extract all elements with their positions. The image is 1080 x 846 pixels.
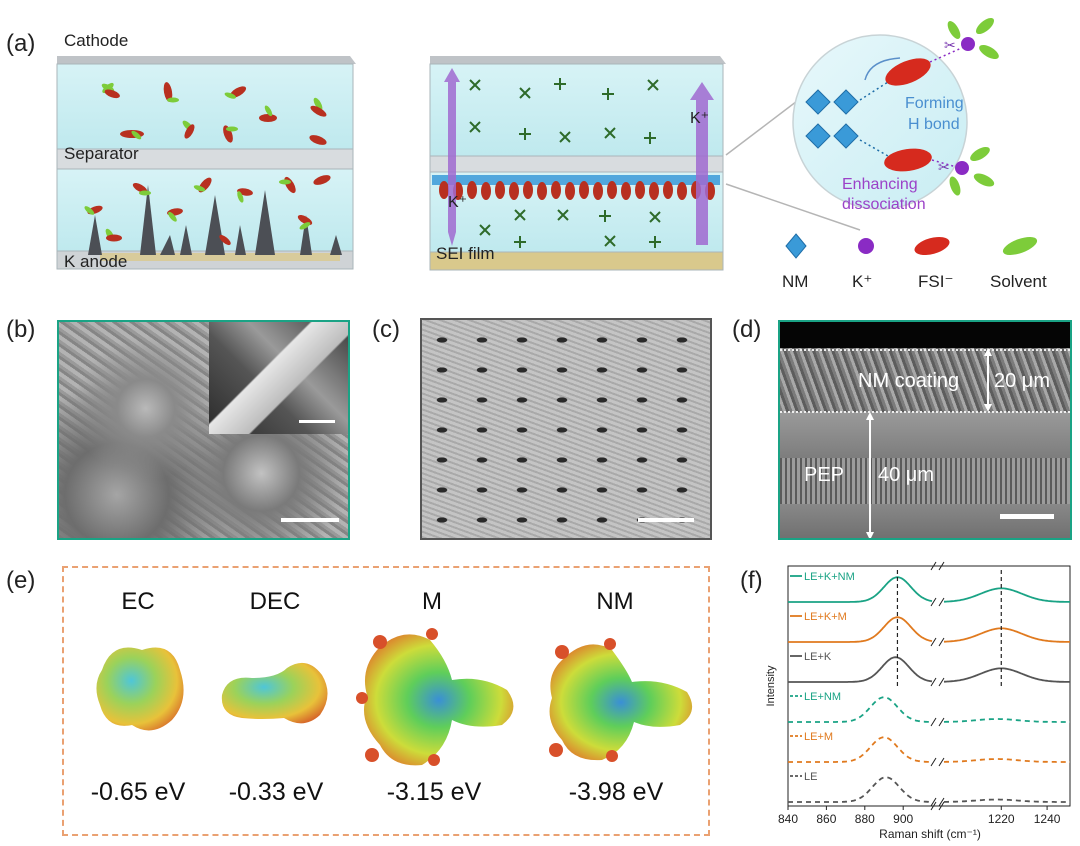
- series-line-le: [944, 798, 1070, 803]
- series-line-le-k-nm: [944, 587, 1070, 603]
- plot-frame: [787, 565, 1071, 807]
- axis-break-mark: [930, 677, 945, 687]
- series-line-le-nm: [788, 696, 933, 723]
- esp-surface-nm: [549, 638, 693, 762]
- middle-cell: [429, 56, 726, 271]
- series-label: LE+NM: [804, 691, 841, 703]
- series-label: LE+M: [804, 731, 833, 743]
- scale-bar: [1000, 514, 1054, 519]
- k-legend-icon: [858, 238, 874, 254]
- scale-bar: [299, 420, 335, 423]
- axis-break-mark: [930, 717, 945, 727]
- axis-break-mark: [930, 757, 945, 767]
- esp-panel-frame: [62, 566, 710, 836]
- molecule-energy-m: -3.15 eV: [386, 778, 482, 806]
- axis-break-mark: [930, 561, 945, 811]
- series-label: LE+K+NM: [804, 571, 855, 583]
- series-line-le-k-nm: [788, 576, 933, 603]
- series-line-le: [788, 776, 932, 803]
- series-label: LE+K: [804, 651, 832, 663]
- dendrites: [88, 185, 342, 255]
- panel-label-e: (e): [6, 567, 36, 594]
- legend-symbols: [785, 233, 1038, 259]
- panel-label-b: (b): [6, 316, 36, 343]
- hbond-label: H bond: [908, 116, 960, 133]
- anode-label: K anode: [64, 252, 128, 271]
- legend-nm: NM: [782, 272, 809, 291]
- sem-image-nm-crystals: [57, 320, 350, 540]
- fsi-legend-icon: [914, 236, 950, 256]
- separator-label: Separator: [64, 144, 139, 163]
- esp-surface-ec: [96, 647, 184, 731]
- esp-surfaces: [96, 628, 693, 766]
- scissors-icon: ✂: [944, 37, 956, 53]
- series-line-le-k: [788, 656, 933, 683]
- molecule-energy-dec: -0.33 eV: [228, 778, 324, 806]
- axis-break-mark: [930, 597, 945, 607]
- y-axis-label: Intensity: [765, 665, 777, 706]
- series-label: LE+K+M: [804, 611, 847, 623]
- k-ion-flux-down-arrow: [444, 68, 460, 246]
- raman-chart: LE+K+NM LE+K+M LE+K LE+NM LE+M LE 840 860 880 90…: [765, 561, 1071, 841]
- legend-solvent: Solvent: [990, 272, 1047, 291]
- pep-thickness-label: 40 μm: [878, 464, 934, 486]
- enhancing-label: Enhancing: [842, 176, 918, 193]
- esp-surface-dec: [221, 662, 328, 724]
- x-tick-label: 880: [855, 812, 875, 826]
- series-line-le-m: [788, 736, 933, 763]
- scale-bar: [281, 518, 339, 522]
- axis-break-mark: [930, 797, 945, 807]
- scissors-icon: ✂: [938, 159, 950, 175]
- nm-legend-icon: [785, 233, 807, 259]
- k-ion-down-label: K⁺: [448, 194, 468, 211]
- axis-break-mark: [930, 637, 945, 647]
- electrolyte-molecules-left: [84, 82, 331, 246]
- x-tick-label: 900: [893, 812, 913, 826]
- series-line-le-nm: [944, 718, 1070, 723]
- legend-k: K⁺: [852, 272, 873, 291]
- molecule-name-nm: NM: [596, 588, 634, 615]
- k-ion-up-label: K⁺: [690, 110, 710, 127]
- series-line-le-k-m: [944, 627, 1070, 643]
- nm-coating-label: NM coating: [858, 370, 960, 392]
- series-line-le-k: [944, 667, 1070, 683]
- sem-image-cross-section: [778, 320, 1072, 540]
- solvent-molecules-middle: [469, 78, 661, 248]
- panel-a-schematic: ✂ ✂: [56, 17, 1038, 271]
- cathode-label: Cathode: [64, 31, 129, 50]
- panel-label-c: (c): [372, 316, 400, 343]
- legend-fsi: FSI⁻: [918, 272, 954, 291]
- x-tick-label: 840: [778, 812, 798, 826]
- left-cell: [56, 56, 356, 270]
- sei-film-label: SEI film: [436, 244, 495, 263]
- panel-label-f: (f): [740, 567, 763, 594]
- series-label: LE: [804, 771, 817, 783]
- molecule-name-dec: DEC: [249, 588, 301, 615]
- molecule-energy-ec: -0.65 eV: [90, 778, 186, 806]
- panel-label-d: (d): [732, 316, 762, 343]
- scale-bar: [638, 518, 694, 522]
- k-ion-flux-up-arrow: [690, 82, 714, 245]
- coating-thickness-label: 20 μm: [994, 370, 1050, 392]
- x-tick-label: 1220: [988, 812, 1015, 826]
- sem-inset-crystal: [209, 322, 348, 434]
- pep-label: PEP: [804, 464, 845, 486]
- x-tick-label: 860: [816, 812, 836, 826]
- x-axis-label: Raman shift (cm⁻¹): [879, 827, 981, 841]
- sem-image-separator-pores: [420, 318, 712, 540]
- series-line-le-m: [944, 758, 1070, 763]
- dissociation-label: dissociation: [842, 196, 926, 213]
- series-line-le-k-m: [788, 616, 933, 643]
- mechanism-zoom-bubble: ✂ ✂: [792, 17, 999, 210]
- molecule-name-ec: EC: [121, 588, 155, 615]
- molecule-name-m: M: [422, 588, 442, 615]
- esp-surface-m: [356, 628, 514, 766]
- panel-label-a: (a): [6, 30, 36, 57]
- x-tick-label: 1240: [1034, 812, 1061, 826]
- forming-label: Forming: [905, 95, 964, 112]
- solvent-legend-icon: [1002, 236, 1038, 256]
- molecule-energy-nm: -3.98 eV: [568, 778, 664, 806]
